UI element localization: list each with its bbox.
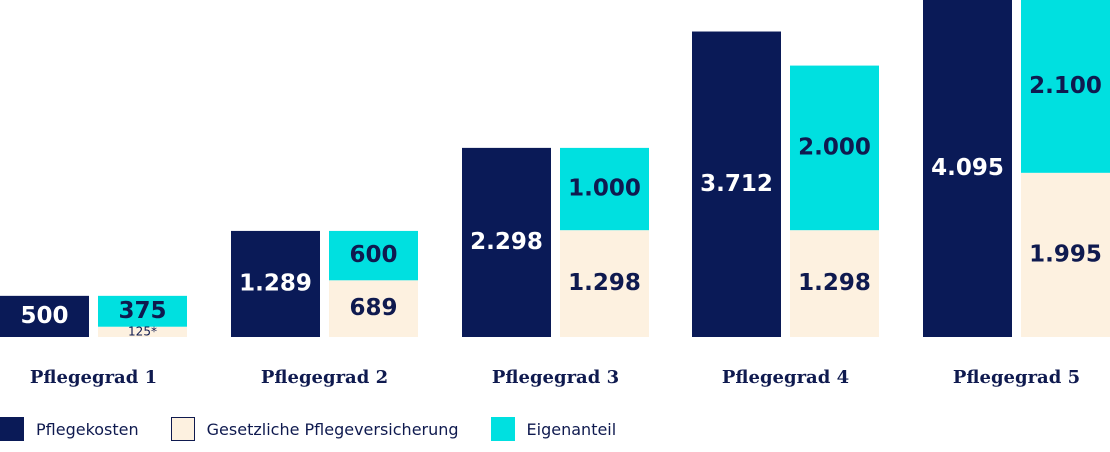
legend-item-gesetzliche-pflegeversicherung: Gesetzliche Pflegeversicherung [170,417,459,441]
label-pflegekosten-5: 4.095 [931,155,1004,181]
label-pflegekosten-4: 3.712 [700,171,773,197]
bar-eigenanteil-1 [98,295,187,327]
category-label-4: Pflegegrad 4 [722,367,849,388]
bar-versicherung-2 [329,280,418,337]
bar-pflegekosten-3 [462,147,551,337]
label-pflegekosten-3: 2.298 [470,229,543,255]
bar-versicherung-3 [560,230,649,337]
category-label-5: Pflegegrad 5 [953,367,1080,388]
legend-label-pflegekosten: Pflegekosten [36,419,139,439]
label-versicherung-4: 1.298 [798,270,871,296]
label-eigenanteil-5: 2.100 [1029,73,1102,99]
bar-eigenanteil-2 [329,230,418,281]
legend-swatch-eigenanteil [490,417,515,441]
bar-eigenanteil-5 [1021,0,1110,173]
label-versicherung-1: 125* [128,324,157,338]
legend-swatch-gesetzliche-pflegeversicherung [170,417,195,441]
bar-eigenanteil-4 [790,65,879,231]
bar-pflegekosten-5 [923,0,1012,337]
legend-item-eigenanteil: Eigenanteil [490,417,617,441]
category-label-1: Pflegegrad 1 [30,367,157,388]
label-versicherung-5: 1.995 [1029,241,1102,267]
label-versicherung-2: 689 [349,295,397,321]
bar-eigenanteil-3 [560,147,649,231]
bar-pflegekosten-2 [231,230,320,337]
label-versicherung-3: 1.298 [568,270,641,296]
label-pflegekosten-2: 1.289 [239,270,312,296]
bar-chart: 500 125*375 Pflegegrad 1 1.289 689 600 Pflegeg… [0,0,1110,388]
bar-versicherung-1 [98,326,187,337]
legend-swatch-pflegekosten [0,417,24,441]
legend-label-gesetzliche-pflegeversicherung: Gesetzliche Pflegeversicherung [206,419,459,439]
label-eigenanteil-2: 600 [349,242,397,268]
label-pflegekosten-1: 500 [20,303,68,329]
legend: Pflegekosten Gesetzliche Pflegeversicher… [0,416,648,442]
legend-label-eigenanteil: Eigenanteil [526,419,617,439]
bar-pflegekosten-1 [0,295,89,337]
legend-item-pflegekosten: Pflegekosten [0,417,139,441]
category-label-2: Pflegegrad 2 [261,367,388,388]
label-eigenanteil-4: 2.000 [798,134,871,160]
label-eigenanteil-3: 1.000 [568,176,641,202]
bar-pflegekosten-4 [692,31,781,338]
label-eigenanteil-1: 375 [118,298,166,324]
category-label-3: Pflegegrad 3 [492,367,619,388]
bar-versicherung-5 [1021,172,1110,337]
bar-versicherung-4 [790,230,879,337]
